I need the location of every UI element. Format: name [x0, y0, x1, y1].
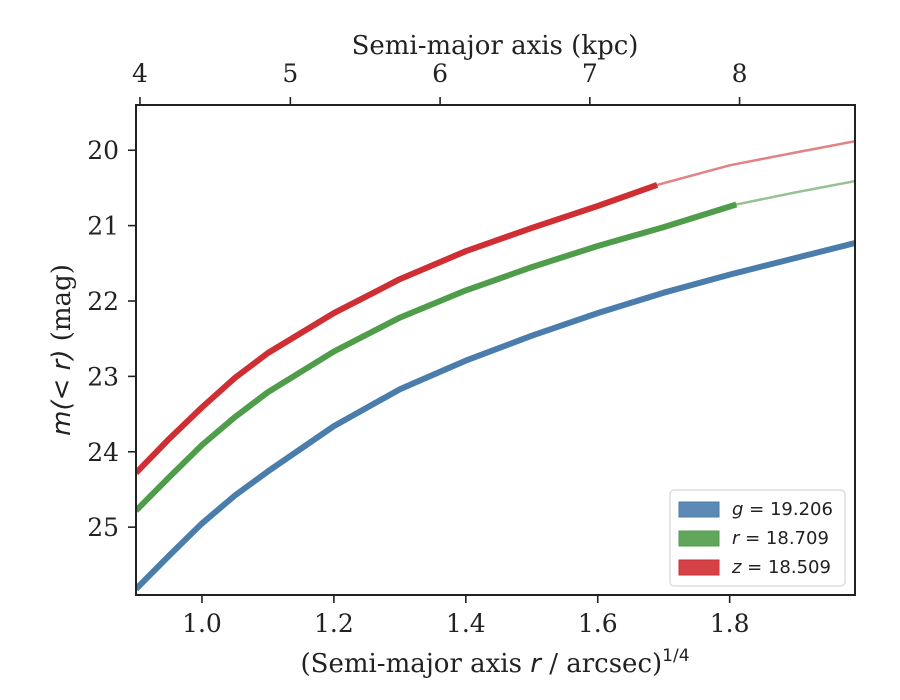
legend-value-z: = 18.509	[747, 557, 831, 578]
x-axis-title-mid: / arcsec)	[541, 649, 662, 679]
x-axis-title-sup: 1/4	[662, 646, 689, 666]
plot-frame	[135, 104, 856, 596]
x-tick-label: 1.2	[314, 609, 354, 638]
series-z-line	[136, 182, 659, 475]
legend-var-g: g	[732, 499, 749, 520]
y-axis-title-var: m(< r)	[47, 350, 77, 436]
legend-var-r: r	[732, 528, 745, 549]
chart-marks	[136, 139, 855, 592]
y-tick-label: 24	[87, 438, 119, 467]
legend-label-z: z = 18.509	[731, 557, 831, 578]
plot-border	[135, 104, 856, 596]
legend-swatch-z	[678, 559, 720, 576]
legend-value-g: = 19.206	[749, 499, 833, 520]
series-r-extrapolated-line	[735, 179, 855, 206]
y-tick-label: 23	[87, 362, 119, 391]
legend-swatch-g	[678, 501, 720, 518]
y-tick-label: 20	[87, 136, 119, 165]
legend-value-r: = 18.709	[745, 528, 829, 549]
y-axis-title: m(< r) (mag)	[47, 264, 77, 436]
top-tick-label: 7	[582, 59, 598, 88]
top-axis-title: Semi-major axis (kpc)	[352, 31, 639, 61]
top-tick-label: 6	[432, 59, 448, 88]
legend-label-r: r = 18.709	[732, 528, 829, 549]
series-r-line	[136, 201, 738, 513]
x-tick-label: 1.0	[182, 609, 222, 638]
legend-var-z: z	[731, 557, 747, 578]
legend-label-g: g = 19.206	[732, 499, 833, 520]
x-tick-label: 1.8	[710, 609, 750, 638]
top-tick-label: 4	[132, 59, 148, 88]
legend-swatch-r	[678, 530, 720, 547]
x-axis-title: (Semi-major axis r / arcsec)1/4	[300, 646, 689, 679]
top-tick-label: 8	[732, 59, 748, 88]
y-tick-label: 21	[87, 212, 119, 241]
x-axis-title-prefix: (Semi-major axis	[300, 649, 530, 679]
top-tick-label: 5	[282, 59, 298, 88]
y-tick-label: 22	[87, 287, 119, 316]
y-tick-label: 25	[87, 513, 119, 542]
series-z-extrapolated-line	[655, 139, 855, 187]
x-tick-label: 1.4	[446, 609, 486, 638]
axis-ticks: 1.0 1.2 1.4 1.6 1.8 4 5 6 7 8 20 21 22 23 24 25	[87, 59, 749, 638]
series-g-line	[136, 240, 855, 592]
x-axis-title-var: r	[530, 649, 543, 679]
x-tick-label: 1.6	[578, 609, 618, 638]
y-axis-title-unit: (mag)	[47, 264, 77, 349]
